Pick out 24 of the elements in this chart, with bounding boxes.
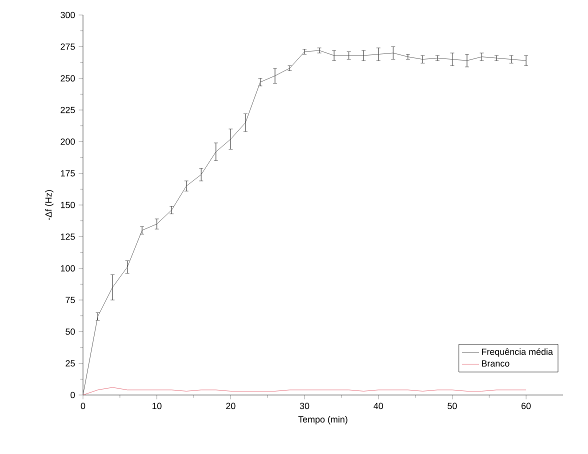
x-tick-label: 50 [448, 402, 457, 410]
y-tick-label: 250 [60, 75, 75, 82]
x-axis-title: Tempo (min) [298, 416, 348, 424]
y-tick-label: 150 [60, 202, 75, 208]
y-tick-label: 100 [60, 265, 75, 272]
legend-label: Frequência média [482, 348, 554, 357]
y-tick-label: 225 [60, 106, 75, 114]
y-tick-label: 300 [60, 12, 75, 18]
y-tick-label: 200 [60, 138, 75, 145]
x-tick-label: 10 [152, 402, 162, 410]
y-tick-label: 275 [60, 43, 75, 50]
x-tick-label: 30 [300, 402, 310, 410]
x-tick-label: 0 [80, 402, 86, 410]
legend-label: Branco [482, 360, 510, 367]
y-tick-label: 125 [60, 233, 75, 240]
y-axis-title: -Δf (Hz) [45, 190, 54, 220]
x-tick-label: 60 [522, 402, 531, 410]
y-tick-label: 25 [66, 360, 75, 367]
y-tick-label: 0 [70, 392, 75, 398]
x-tick-label: 20 [226, 402, 236, 410]
y-tick-label: 175 [60, 170, 75, 176]
y-tick-label: 50 [66, 328, 75, 335]
x-tick-label: 40 [374, 402, 384, 410]
y-tick-label: 75 [66, 296, 75, 304]
